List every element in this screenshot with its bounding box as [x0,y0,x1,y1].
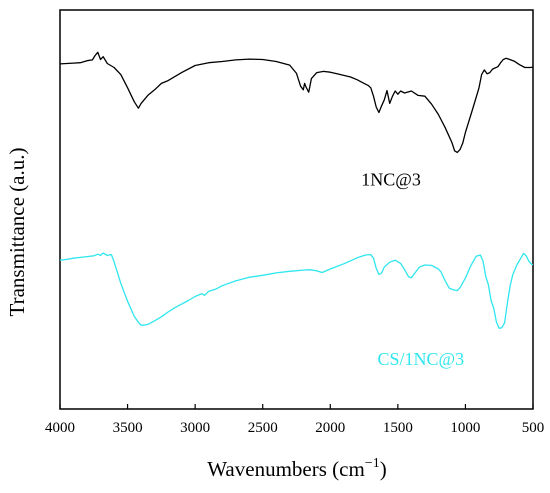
x-tick-label: 1000 [450,420,480,436]
series-layer [59,51,534,330]
annotation-layer: 1NC@3 CS/1NC@3 [361,170,464,370]
series-label-1: 1NC@3 [361,170,421,190]
y-axis-title: Transmittance (a.u.) [5,148,29,317]
x-tick-label: 4000 [45,420,75,436]
series-label-2: CS/1NC@3 [378,349,465,369]
x-axis-ticks: 4000 3500 3000 2500 2000 1500 1000 500 [45,404,544,436]
x-tick-label: 500 [522,420,545,436]
x-axis-title-superscript: −1 [365,456,380,471]
x-tick-label: 3500 [113,420,143,436]
plot-border [59,9,534,410]
plot-frame [59,9,534,410]
x-axis-title: Wavenumbers (cm−1) [207,456,386,481]
x-tick-label: 2000 [315,420,345,436]
x-tick-label: 3000 [180,420,210,436]
x-tick-label: 1500 [383,420,413,436]
x-axis-title-main: Wavenumbers (cm [207,457,365,481]
x-tick-label: 2500 [248,420,278,436]
x-axis-title-close: ) [380,457,387,481]
series-line-1 [59,51,534,154]
series-line-2 [59,252,534,330]
